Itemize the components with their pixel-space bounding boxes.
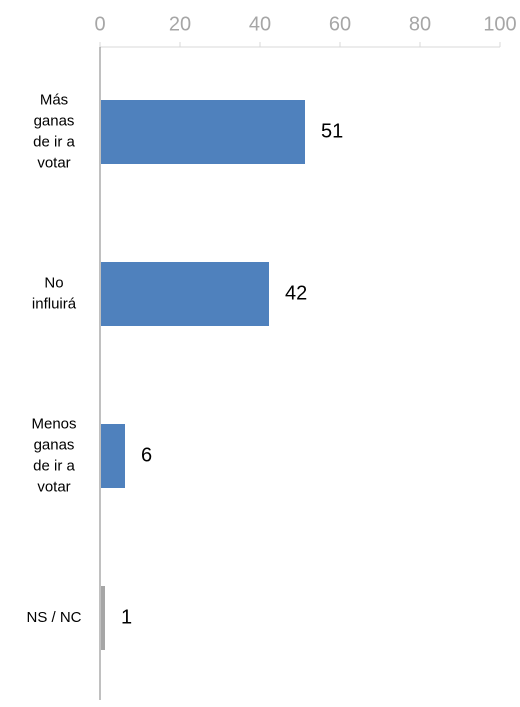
x-tick-label: 80 — [409, 13, 431, 35]
x-tick-label: 0 — [94, 13, 105, 35]
category-label: Más — [40, 91, 68, 108]
data-label: 42 — [285, 282, 307, 304]
bar — [101, 424, 125, 488]
data-label: 6 — [141, 444, 152, 466]
data-labels: 51 42 6 1 — [121, 120, 343, 628]
category-label: ganas — [34, 112, 75, 129]
data-label: 51 — [321, 120, 343, 142]
category-label: votar — [37, 154, 70, 171]
category-label: ganas — [34, 436, 75, 453]
x-tick-label: 40 — [249, 13, 271, 35]
bar — [101, 100, 305, 164]
category-label: No — [44, 274, 63, 291]
value-axis: 0 20 40 60 80 100 — [94, 13, 517, 700]
category-label: de ir a — [33, 133, 75, 150]
x-tick-label: 20 — [169, 13, 191, 35]
category-labels: Más ganas de ir a votar No influirá Menos ganas… — [26, 91, 81, 626]
data-label: 1 — [121, 606, 132, 628]
bar — [101, 586, 105, 650]
category-label: de ir a — [33, 457, 75, 474]
bars — [101, 100, 305, 650]
category-label: influirá — [32, 295, 77, 312]
category-label: NS / NC — [26, 609, 81, 626]
x-tick-label: 100 — [483, 13, 516, 35]
category-label: votar — [37, 478, 70, 495]
category-label: Menos — [31, 415, 76, 432]
x-tick-label: 60 — [329, 13, 351, 35]
bar — [101, 262, 269, 326]
